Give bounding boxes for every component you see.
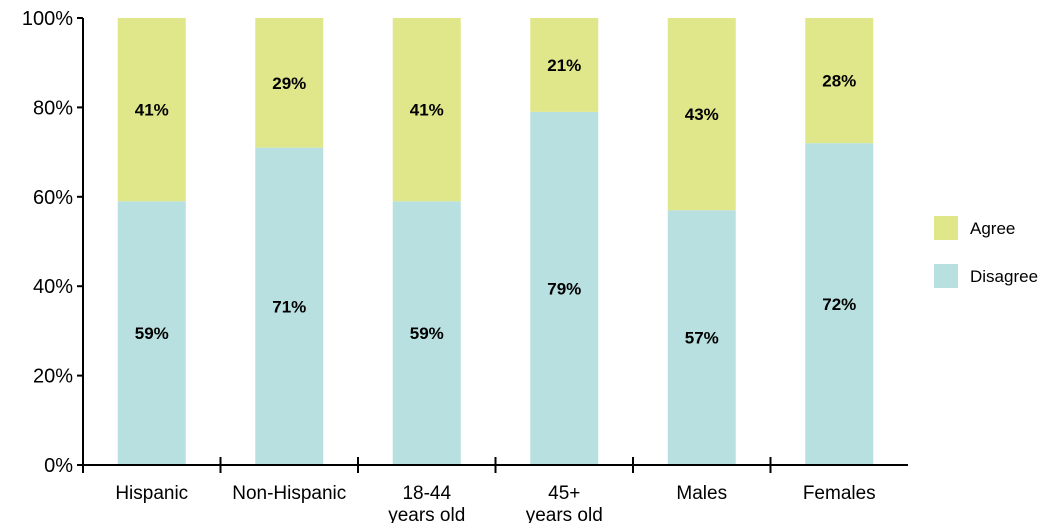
data-label-disagree: 72%: [822, 295, 856, 314]
y-tick-label: 80%: [33, 97, 73, 119]
bar-disagree-non-hispanic: [255, 147, 324, 465]
axes-layer: [82, 18, 908, 466]
x-category-label: Females: [803, 483, 876, 504]
bar-agree-45-years-old: [530, 18, 599, 112]
data-label-disagree: 79%: [547, 279, 581, 298]
x-category-label-line: Males: [676, 483, 727, 504]
legend-swatch-agree: [934, 216, 958, 240]
x-category-label-line: Females: [803, 483, 876, 504]
x-category-label: Hispanic: [115, 483, 188, 504]
bars-layer: [117, 18, 874, 466]
data-labels-layer: 59% 41% 71% 29% 59% 41% 79% 21% 57% 43% 72% 28%: [135, 56, 857, 348]
bar-agree-18-44-years-old: [392, 18, 461, 202]
bar-agree-hispanic: [117, 18, 186, 202]
y-tick-label: 0%: [44, 455, 73, 477]
legend-label-disagree: Disagree: [970, 267, 1038, 286]
x-category-label-line: 18-44: [402, 483, 451, 504]
data-label-agree: 29%: [272, 74, 306, 93]
data-label-disagree: 59%: [135, 324, 169, 343]
bar-agree-females: [805, 18, 874, 144]
x-category-label-line: Non-Hispanic: [232, 483, 346, 504]
bar-disagree-hispanic: [117, 201, 186, 465]
x-category-label-line: years old: [526, 505, 603, 523]
data-label-agree: 43%: [685, 105, 719, 124]
y-tick-label: 40%: [33, 276, 73, 298]
data-label-disagree: 59%: [410, 324, 444, 343]
y-ticks-layer: 0% 20% 40% 60% 80% 100%: [22, 8, 83, 477]
bar-disagree-18-44-years-old: [392, 201, 461, 465]
y-tick-label: 100%: [22, 8, 73, 30]
legend: Agree Disagree: [934, 216, 1038, 288]
data-label-agree: 41%: [135, 101, 169, 120]
bar-agree-non-hispanic: [255, 18, 324, 148]
legend-swatch-disagree: [934, 264, 958, 288]
x-category-label: 45+ years old: [526, 483, 603, 523]
data-label-agree: 41%: [410, 101, 444, 120]
y-tick-label: 20%: [33, 366, 73, 388]
x-category-label: Males: [676, 483, 727, 504]
x-category-label-line: 45+: [548, 483, 580, 504]
data-label-disagree: 71%: [272, 297, 306, 316]
x-category-label: Non-Hispanic: [232, 483, 346, 504]
data-label-disagree: 57%: [685, 329, 719, 348]
legend-label-agree: Agree: [970, 219, 1015, 238]
bar-disagree-males: [667, 210, 736, 465]
x-category-label-line: years old: [388, 505, 465, 523]
data-label-agree: 28%: [822, 72, 856, 91]
x-category-label: 18-44 years old: [388, 483, 465, 523]
x-category-label-line: Hispanic: [115, 483, 188, 504]
data-label-agree: 21%: [547, 56, 581, 75]
bar-agree-males: [667, 18, 736, 211]
bar-disagree-45-years-old: [530, 111, 599, 466]
y-tick-label: 60%: [33, 187, 73, 209]
bar-disagree-females: [805, 143, 874, 465]
